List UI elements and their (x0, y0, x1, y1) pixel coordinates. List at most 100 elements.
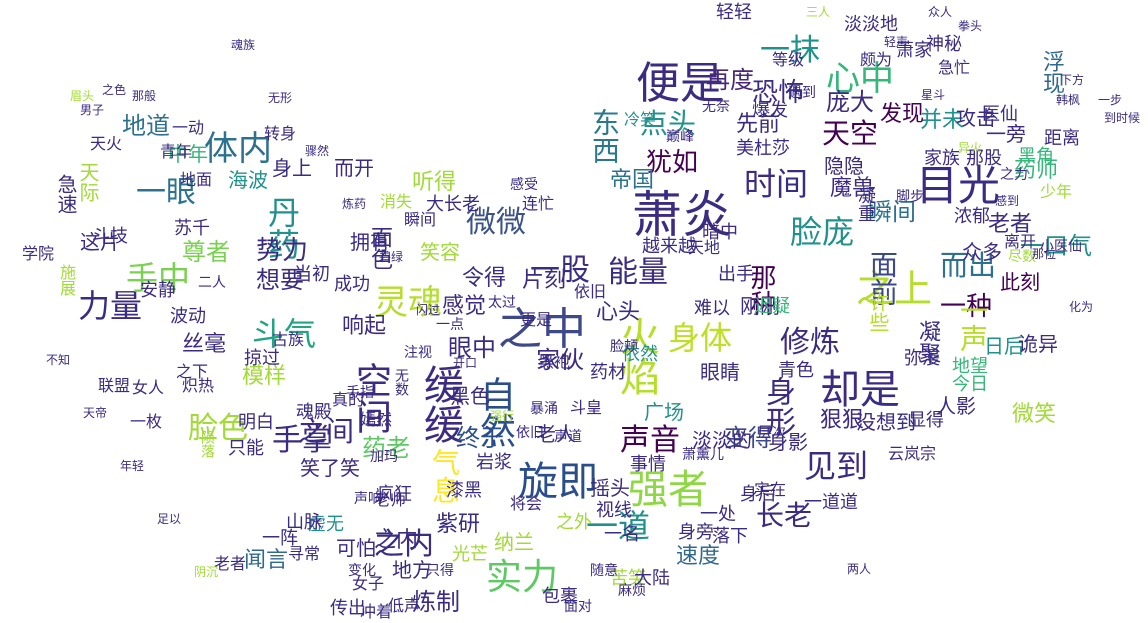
cloud-word: 心中 (826, 59, 894, 99)
cloud-word: 大长老 (426, 194, 480, 215)
cloud-word: 时间 (744, 165, 809, 203)
cloud-word: 难以 (694, 298, 730, 319)
cloud-word: 落下 (712, 526, 748, 547)
cloud-word: 暗中 (702, 222, 738, 243)
cloud-word: 尊者 (182, 238, 230, 266)
cloud-word: 那位 (1032, 247, 1057, 261)
cloud-word: 眉头 (70, 89, 95, 103)
cloud-word: 出手 (718, 264, 754, 285)
cloud-word: 广场 (644, 400, 684, 424)
cloud-word: 那种 (746, 264, 776, 316)
cloud-word: 东西 (588, 108, 621, 164)
cloud-word: 下方 (1060, 73, 1085, 87)
cloud-word: 日后 (984, 334, 1024, 358)
cloud-word: 黑色 (450, 384, 490, 408)
cloud-word: 身上 (272, 156, 312, 180)
cloud-word: 三人 (806, 5, 831, 19)
cloud-word: 一动 (172, 118, 205, 137)
cloud-word: 那股 (966, 148, 1002, 169)
cloud-word: 灵魂 (374, 283, 442, 323)
cloud-word: 轻轻 (716, 2, 752, 23)
cloud-word: 能量 (608, 255, 668, 290)
cloud-word: 星斗 (921, 88, 946, 102)
cloud-word: 冲着 (360, 602, 393, 621)
cloud-word: 成功 (334, 274, 370, 295)
cloud-word: 到时候 (1104, 111, 1141, 125)
cloud-word: 拥有 (350, 230, 390, 254)
cloud-word: 没想到 (856, 410, 916, 434)
cloud-word: 终于 (456, 424, 504, 452)
cloud-word: 之间 (298, 415, 355, 448)
cloud-word: 手中 (126, 259, 191, 297)
cloud-word: 美杜莎 (736, 138, 790, 159)
cloud-word: 陨落 (199, 430, 215, 458)
cloud-word: 响起 (342, 314, 387, 339)
cloud-word: 只得 (426, 563, 454, 579)
cloud-word: 斗技 (92, 226, 128, 247)
cloud-word: 消失 (380, 192, 413, 211)
cloud-word: 地望 (952, 356, 988, 377)
cloud-word: 地方 (392, 558, 432, 582)
cloud-word: 身体 (668, 319, 733, 357)
cloud-word: 一道 (586, 507, 651, 545)
cloud-word: 传出 (330, 598, 366, 619)
cloud-word: 感到 (995, 194, 1020, 208)
cloud-word: 光芒 (452, 544, 488, 565)
cloud-word: 尽数 (1008, 249, 1036, 265)
cloud-word: 大陆 (634, 568, 670, 589)
cloud-word: 依旧 (574, 282, 607, 301)
cloud-word: 距离 (1044, 128, 1080, 149)
cloud-word: 身后 (740, 484, 776, 505)
cloud-word: 令得 (462, 266, 507, 291)
cloud-word: 强行 (490, 409, 515, 423)
cloud-word: 面色 (367, 226, 392, 270)
cloud-word: 手指 (346, 385, 374, 401)
cloud-word: 一名 (604, 524, 640, 545)
cloud-word: 庞大 (826, 88, 874, 116)
cloud-word: 变化 (348, 563, 376, 579)
cloud-word: 一枚 (130, 412, 163, 431)
cloud-word: 先前 (736, 112, 781, 137)
cloud-word: 神秘 (926, 34, 962, 55)
cloud-word: 将会 (510, 494, 543, 513)
cloud-word: 男子 (80, 103, 105, 117)
cloud-word: 巅峰 (666, 129, 694, 145)
cloud-word: 魂殿 (296, 402, 332, 423)
cloud-word: 淡淡地 (844, 14, 898, 35)
cloud-word: 之外 (556, 512, 592, 533)
cloud-word: 学院 (22, 244, 55, 263)
cloud-word: 地面 (180, 170, 213, 189)
cloud-word: 一旁 (986, 122, 1026, 146)
cloud-word: 事情 (630, 454, 666, 475)
cloud-word: 一眼 (136, 175, 196, 210)
cloud-word: 萧炎 (632, 186, 732, 244)
cloud-word: 化为 (1069, 300, 1094, 314)
cloud-word: 转身 (264, 124, 297, 143)
cloud-word: 并未 (920, 108, 965, 133)
cloud-word: 感觉 (442, 294, 487, 319)
cloud-word: 发现 (880, 102, 925, 127)
cloud-word: 空间 (350, 362, 391, 434)
cloud-word: 见到 (804, 447, 869, 485)
cloud-word: 不知 (46, 353, 71, 367)
cloud-word: 无奈 (702, 99, 730, 115)
cloud-word: 一处 (700, 504, 736, 525)
cloud-word: 速度 (676, 544, 721, 569)
cloud-word: 凝重 (855, 186, 876, 222)
cloud-word: 山脉 (286, 512, 322, 533)
cloud-word: 斗皇 (570, 398, 603, 417)
cloud-word: 苏千 (174, 218, 210, 239)
cloud-word: 身影 (768, 430, 808, 454)
cloud-word: 魂族 (231, 38, 256, 52)
cloud-word: 火焰 (613, 316, 659, 396)
cloud-word: 波动 (170, 306, 206, 327)
cloud-word: 加玛 (370, 449, 398, 465)
cloud-word: 一道道 (804, 492, 858, 513)
cloud-word: 显得 (908, 410, 944, 431)
cloud-word: 模样 (242, 364, 287, 389)
cloud-word: 炼制 (412, 588, 460, 616)
cloud-word: 暴涌 (530, 401, 558, 417)
cloud-word: 真的 (332, 390, 365, 409)
cloud-word: 阴沉 (194, 565, 219, 579)
cloud-word: 天际 (76, 162, 100, 202)
